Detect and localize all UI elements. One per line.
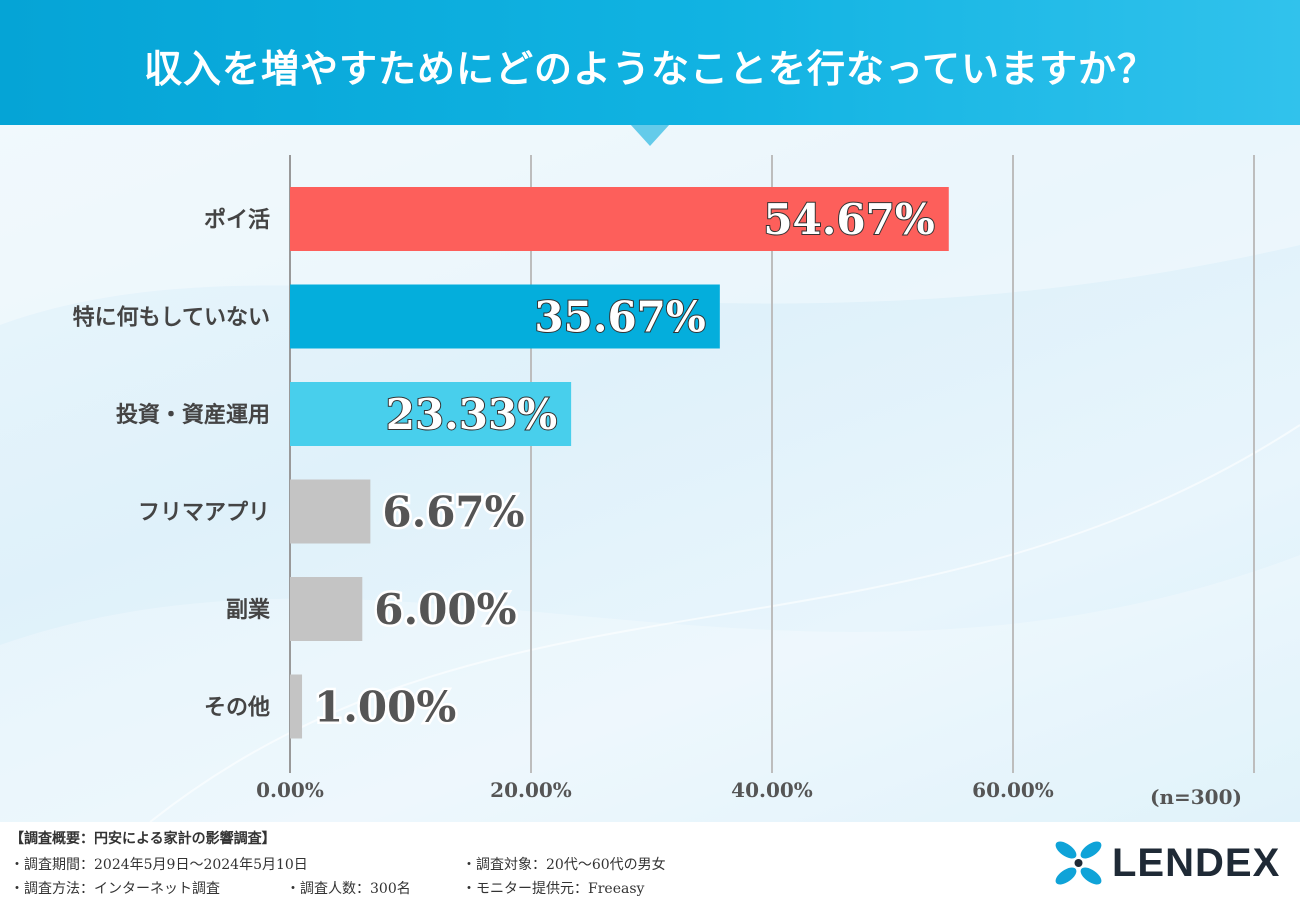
data-label: 54.67% — [763, 195, 934, 244]
lendex-pinwheel-icon — [1055, 841, 1102, 885]
lendex-logo: LENDEX — [1050, 838, 1290, 888]
survey-count: ・調査人数：300名 — [286, 881, 411, 897]
category-label: フリマアプリ — [138, 500, 270, 526]
data-label: 6.00% — [374, 585, 516, 634]
survey-footer: 【調査概要：円安による家計の影響調査】 ・調査期間：2024年5月9日〜2024… — [0, 822, 1300, 900]
bar-chart: 54.67% 35.67% 23.33% 6.67% 6.00% 1.00% ポイ活特に何… — [0, 125, 1300, 822]
category-label: 投資・資産運用 — [116, 402, 270, 428]
x-tick-label: 40.00% — [731, 778, 813, 802]
data-label: 1.00% — [314, 683, 456, 732]
logo-text: LENDEX — [1112, 841, 1281, 885]
survey-period: ・調査期間：2024年5月9日〜2024年5月10日 — [10, 857, 308, 873]
data-label: 6.67% — [382, 488, 524, 537]
title-banner: 収入を増やすためにどのようなことを行なっていますか？ — [0, 0, 1300, 125]
data-label: 23.33% — [386, 390, 557, 439]
x-tick-label: 20.00% — [490, 778, 572, 802]
survey-method: ・調査方法：インターネット調査 — [10, 881, 220, 897]
chart-title: 収入を増やすためにどのようなことを行なっていますか？ — [143, 46, 1157, 91]
bar — [290, 674, 303, 739]
category-label: その他 — [204, 695, 270, 721]
bars-group: 54.67% 35.67% 23.33% 6.67% 6.00% 1.00% — [290, 187, 949, 739]
bar — [290, 284, 720, 349]
sample-size-note: (n=300) — [1150, 785, 1242, 809]
survey-summary: 【調査概要：円安による家計の影響調査】 — [10, 831, 276, 847]
bar — [290, 577, 363, 641]
bar — [290, 382, 572, 446]
category-label: 副業 — [226, 597, 271, 623]
bar — [290, 479, 371, 544]
survey-provider: ・モニター提供元：Freeasy — [462, 881, 645, 897]
survey-target: ・調査対象：20代〜60代の男女 — [462, 857, 666, 873]
x-tick-labels: 0.00% 20.00% 40.00% 60.00% — [256, 778, 1054, 802]
category-label: ポイ活 — [204, 207, 270, 233]
bar — [290, 187, 949, 251]
category-label: 特に何もしていない — [73, 305, 270, 331]
x-tick-label: 0.00% — [256, 778, 324, 802]
x-tick-label: 60.00% — [972, 778, 1054, 802]
banner-pointer — [630, 124, 670, 146]
grid-lines — [289, 155, 1255, 773]
data-label: 35.67% — [534, 293, 705, 342]
